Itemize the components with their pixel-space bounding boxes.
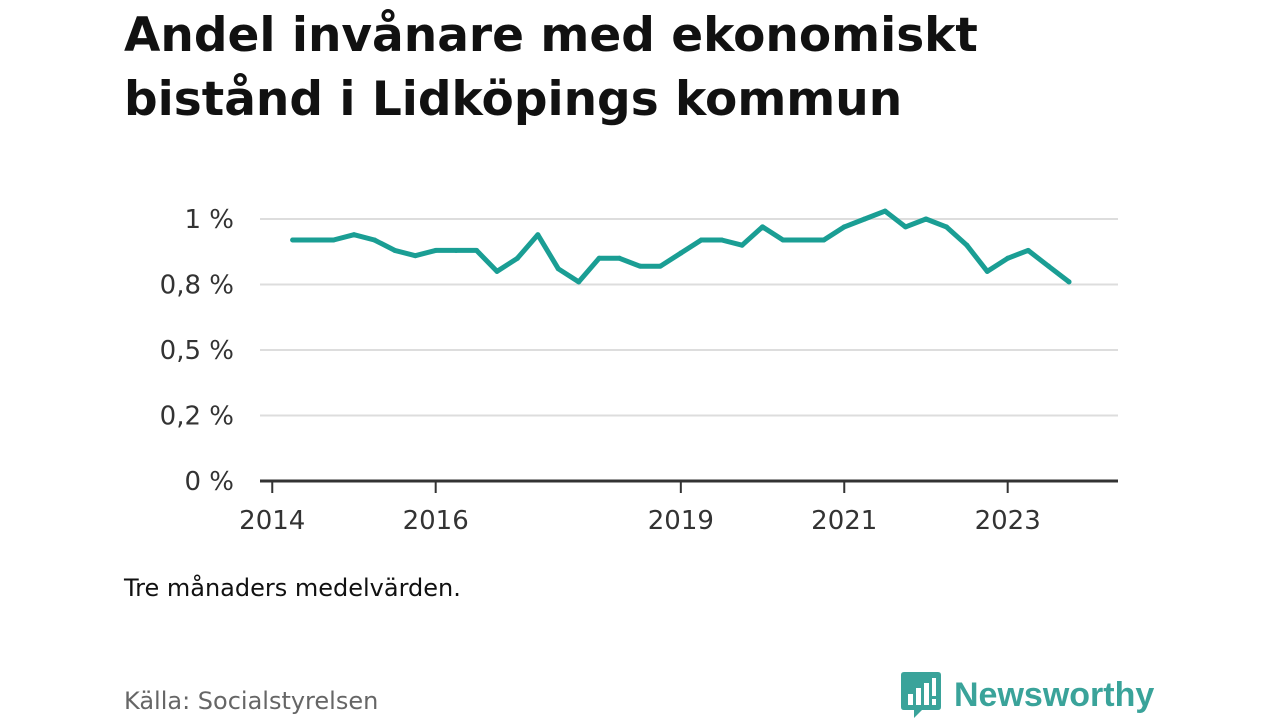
- data-point: [290, 237, 296, 243]
- x-tick-label: 2023: [975, 506, 1041, 536]
- data-point: [698, 237, 704, 243]
- data-point: [800, 237, 806, 243]
- source-credit: Källa: Socialstyrelsen: [124, 687, 379, 715]
- data-point: [1046, 263, 1052, 269]
- x-tick-label: 2014: [239, 506, 305, 536]
- data-point: [596, 255, 602, 261]
- y-tick-label: 0 %: [184, 467, 234, 497]
- data-point: [1025, 247, 1031, 253]
- data-point: [678, 250, 684, 256]
- data-point: [739, 242, 745, 248]
- data-point: [310, 237, 316, 243]
- data-point: [555, 266, 561, 272]
- data-point: [923, 216, 929, 222]
- data-point: [657, 263, 663, 269]
- x-axis: 2014 2016 2019 2021 2023: [239, 479, 1118, 536]
- x-tick-label: 2019: [648, 506, 714, 536]
- data-point: [494, 268, 500, 274]
- newsworthy-logo[interactable]: Newsworthy: [900, 670, 1154, 720]
- gridlines: [260, 218, 1118, 417]
- data-point: [862, 216, 868, 222]
- data-point: [371, 237, 377, 243]
- data-point: [1066, 279, 1072, 285]
- y-tick-label: 1 %: [184, 205, 234, 235]
- data-point: [412, 253, 418, 259]
- data-point: [433, 247, 439, 253]
- data-point: [821, 237, 827, 243]
- y-axis-ticks: 0 % 0,2 % 0,5 % 0,8 % 1 %: [160, 205, 234, 497]
- data-point: [514, 255, 520, 261]
- y-tick-label: 0,8 %: [160, 271, 234, 301]
- data-point: [392, 247, 398, 253]
- data-point: [453, 247, 459, 253]
- data-point: [760, 224, 766, 230]
- data-point: [617, 255, 623, 261]
- data-point: [780, 237, 786, 243]
- data-point: [576, 279, 582, 285]
- chart-note: Tre månaders medelvärden.: [124, 574, 461, 602]
- data-point: [1005, 255, 1011, 261]
- data-point: [331, 237, 337, 243]
- data-point: [637, 263, 643, 269]
- data-point: [351, 232, 357, 238]
- data-point: [719, 237, 725, 243]
- series-layer: [290, 208, 1072, 285]
- bar-chart-speech-bubble-icon: [901, 672, 941, 718]
- data-point: [964, 242, 970, 248]
- chart-title: Andel invånare med ekonomiskt bistånd i …: [124, 8, 978, 127]
- data-point: [903, 224, 909, 230]
- data-point: [943, 224, 949, 230]
- x-tick-label: 2021: [811, 506, 877, 536]
- y-tick-label: 0,2 %: [160, 402, 234, 432]
- data-point: [984, 268, 990, 274]
- data-point: [841, 224, 847, 230]
- data-point: [474, 247, 480, 253]
- brand-name: Newsworthy: [954, 675, 1155, 714]
- x-tick-label: 2016: [403, 506, 469, 536]
- data-point: [535, 232, 541, 238]
- data-point: [882, 208, 888, 214]
- series-line: [290, 208, 1072, 285]
- y-tick-label: 0,5 %: [160, 336, 234, 366]
